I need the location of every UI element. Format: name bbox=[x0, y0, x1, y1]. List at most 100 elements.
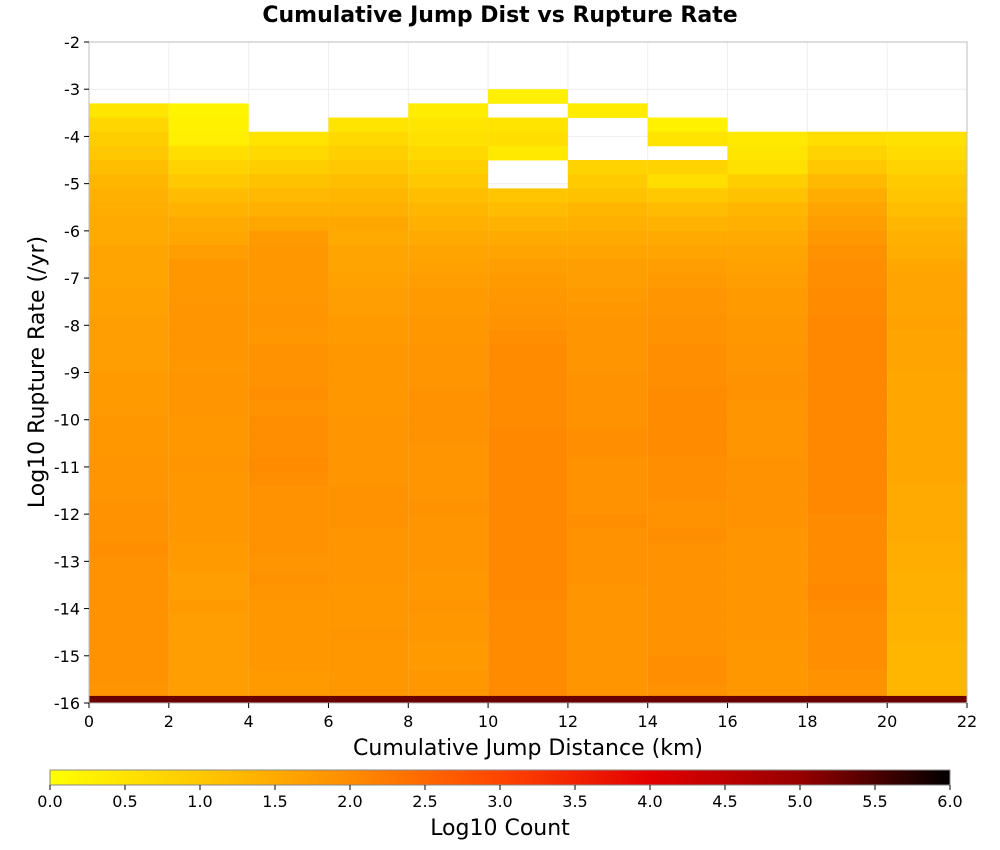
heatmap-cell bbox=[168, 471, 249, 487]
heatmap-cell bbox=[328, 584, 409, 600]
heatmap-cell bbox=[328, 556, 409, 572]
heatmap-cell bbox=[887, 641, 967, 657]
heatmap-cell bbox=[408, 485, 489, 501]
heatmap-cell bbox=[807, 429, 888, 444]
heatmap-cell bbox=[408, 400, 489, 416]
heatmap-cell bbox=[807, 570, 888, 586]
heatmap-cell bbox=[248, 584, 329, 600]
heatmap-cell bbox=[168, 556, 249, 572]
heatmap-cell bbox=[408, 627, 489, 643]
heatmap-cell bbox=[328, 542, 409, 558]
heatmap-cell bbox=[328, 245, 409, 260]
heatmap-cell bbox=[647, 344, 728, 359]
heatmap-cell bbox=[408, 641, 489, 657]
heatmap-cell bbox=[328, 400, 409, 416]
heatmap-cell bbox=[488, 372, 568, 388]
heatmap-cell bbox=[89, 358, 169, 373]
heatmap-cell bbox=[248, 216, 329, 232]
heatmap-cell bbox=[647, 160, 728, 175]
heatmap-cell bbox=[408, 471, 489, 487]
heatmap-cell bbox=[168, 202, 249, 218]
heatmap-cells bbox=[89, 89, 967, 703]
heatmap-cell bbox=[328, 669, 409, 685]
heatmap-cell bbox=[248, 372, 329, 388]
heatmap-cell bbox=[488, 89, 568, 104]
heatmap-cell bbox=[89, 202, 169, 218]
colorbar-ticks: 0.0 0.5 1.0 1.5 2.0 2.5 3.0 3.5 4.0 4.5 5.0 5.5 6.0 bbox=[37, 785, 963, 811]
x-tick-label: 20 bbox=[877, 712, 897, 731]
heatmap-cell bbox=[807, 344, 888, 359]
heatmap-cell bbox=[807, 160, 888, 175]
y-tick-label: -14 bbox=[54, 600, 80, 619]
heatmap-cell bbox=[248, 485, 329, 501]
heatmap-cell bbox=[887, 259, 967, 274]
heatmap-cell bbox=[89, 216, 169, 232]
heatmap-cell bbox=[488, 471, 568, 487]
heatmap-cell bbox=[887, 188, 967, 203]
heatmap-cell bbox=[168, 414, 249, 430]
heatmap-cell bbox=[887, 344, 967, 359]
heatmap-cell bbox=[89, 386, 169, 402]
heatmap-cell bbox=[328, 627, 409, 643]
heatmap-cell bbox=[807, 471, 888, 487]
heatmap-cell bbox=[408, 174, 489, 189]
heatmap-cell bbox=[408, 202, 489, 218]
heatmap-cell bbox=[328, 131, 409, 147]
heatmap-cell bbox=[89, 400, 169, 416]
heatmap-cell bbox=[727, 160, 808, 175]
colorbar-tick-label: 5.5 bbox=[862, 792, 887, 811]
heatmap-cell bbox=[887, 414, 967, 430]
heatmap-cell bbox=[328, 188, 409, 203]
heatmap-cell bbox=[567, 174, 648, 189]
heatmap-cell bbox=[248, 230, 329, 246]
heatmap-cell bbox=[89, 599, 169, 614]
heatmap-cell bbox=[647, 330, 728, 345]
heatmap-cell bbox=[168, 485, 249, 501]
heatmap-cell bbox=[328, 599, 409, 614]
heatmap-cell bbox=[89, 131, 169, 147]
heatmap-cell bbox=[488, 301, 568, 317]
heatmap-cell bbox=[168, 443, 249, 458]
heatmap-cell bbox=[248, 145, 329, 161]
heatmap-cell bbox=[89, 627, 169, 643]
heatmap-cell bbox=[248, 131, 329, 147]
x-tick-label: 0 bbox=[84, 712, 94, 731]
heatmap-cell bbox=[408, 429, 489, 444]
heatmap-cell bbox=[887, 131, 967, 147]
heatmap-cell bbox=[408, 499, 489, 515]
x-tick-label: 10 bbox=[478, 712, 498, 731]
heatmap-cell bbox=[488, 499, 568, 515]
heatmap-cell bbox=[727, 330, 808, 345]
heatmap-cell bbox=[647, 174, 728, 189]
heatmap-cell bbox=[807, 655, 888, 671]
heatmap-cell bbox=[567, 584, 648, 600]
heatmap-cell bbox=[168, 188, 249, 203]
heatmap-cell bbox=[567, 259, 648, 274]
heatmap-cell bbox=[647, 259, 728, 274]
heatmap-cell bbox=[647, 230, 728, 246]
heatmap-cell bbox=[248, 245, 329, 260]
heatmap-cell bbox=[887, 485, 967, 501]
heatmap-cell bbox=[328, 414, 409, 430]
heatmap-cell bbox=[807, 372, 888, 388]
heatmap-cell bbox=[807, 131, 888, 147]
heatmap-cell bbox=[408, 230, 489, 246]
heatmap-cell bbox=[807, 613, 888, 628]
x-tick-label: 6 bbox=[323, 712, 333, 731]
heatmap-cell bbox=[807, 287, 888, 303]
heatmap-cell bbox=[887, 599, 967, 614]
heatmap-cell bbox=[168, 684, 249, 697]
heatmap-cell bbox=[647, 669, 728, 685]
heatmap-cell bbox=[567, 315, 648, 331]
heatmap-cell bbox=[168, 230, 249, 246]
heatmap-cell bbox=[89, 641, 169, 657]
heatmap-cell bbox=[567, 499, 648, 515]
heatmap-cell bbox=[567, 570, 648, 586]
colorbar-tick-label: 4.0 bbox=[637, 792, 662, 811]
heatmap-cell bbox=[488, 570, 568, 586]
heatmap-cell bbox=[168, 570, 249, 586]
heatmap-cell bbox=[248, 344, 329, 359]
heatmap-cell bbox=[248, 259, 329, 274]
heatmap-cell bbox=[248, 499, 329, 515]
x-tick-label: 22 bbox=[957, 712, 977, 731]
